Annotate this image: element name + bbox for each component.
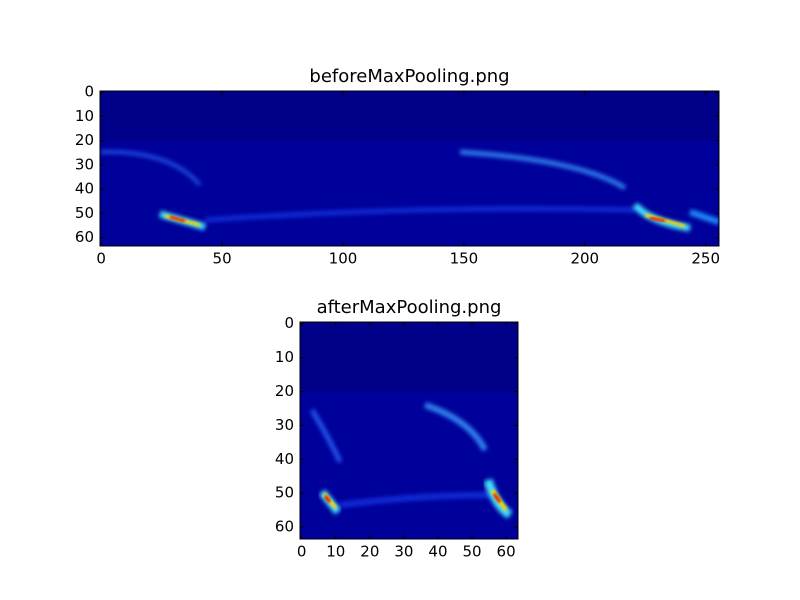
axes-frame	[99, 90, 720, 247]
y-tick-label: 50	[275, 484, 294, 502]
chart-title: afterMaxPooling.png	[317, 297, 502, 318]
x-tick-label: 50	[213, 250, 232, 268]
x-tick-label: 50	[462, 543, 481, 561]
y-tick-label: 20	[75, 131, 94, 149]
chart-title: beforeMaxPooling.png	[309, 66, 509, 87]
y-tick-label: 50	[75, 204, 94, 222]
y-tick-label: 60	[275, 518, 294, 536]
image-after	[300, 322, 518, 539]
x-tick-label: 10	[326, 543, 345, 561]
y-tick-label: 60	[75, 228, 94, 246]
y-tick-label: 30	[275, 416, 294, 434]
y-tick-label: 10	[275, 348, 294, 366]
x-tick-label: 60	[497, 543, 516, 561]
image-before	[100, 91, 719, 246]
axes-frame	[299, 321, 519, 540]
x-tick-label: 20	[360, 543, 379, 561]
x-tick-label: 0	[96, 250, 106, 268]
y-tick-label: 40	[275, 450, 294, 468]
x-tick-label: 100	[329, 250, 358, 268]
x-tick-label: 0	[297, 543, 307, 561]
y-tick-label: 0	[284, 314, 294, 332]
x-tick-label: 250	[691, 250, 720, 268]
y-tick-label: 10	[75, 107, 94, 125]
x-tick-label: 40	[428, 543, 447, 561]
y-tick-label: 30	[75, 155, 94, 173]
x-tick-label: 30	[394, 543, 413, 561]
x-tick-label: 200	[570, 250, 599, 268]
x-tick-label: 150	[450, 250, 479, 268]
y-tick-label: 0	[84, 83, 94, 101]
y-tick-label: 20	[275, 382, 294, 400]
y-tick-label: 40	[75, 180, 94, 198]
